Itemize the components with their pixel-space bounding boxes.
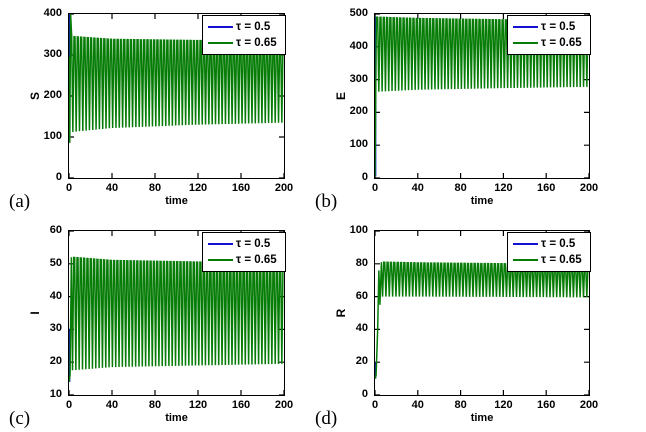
legend-a: τ = 0.5 τ = 0.65 — [202, 15, 286, 55]
x-axis-label-d: time — [470, 412, 494, 424]
x-tick-label: 40 — [411, 182, 424, 194]
y-axis-label-d: R — [334, 308, 348, 318]
x-tick-label: 0 — [371, 182, 379, 194]
legend-line-sample-green — [513, 41, 538, 45]
x-tick-label: 160 — [231, 399, 251, 411]
legend-line-sample-blue — [208, 242, 233, 246]
legend-entry-tau-0.5: τ = 0.5 — [513, 236, 590, 252]
y-axis-label-a: S — [28, 92, 42, 101]
x-tick-label: 80 — [148, 399, 162, 411]
y-tick-label: 500 — [349, 7, 368, 19]
subplot-d-recovered: τ = 0.5 τ = 0.65 R time (d) 0 40 80 120 160 2… — [315, 224, 598, 429]
x-tick-label: 160 — [231, 182, 251, 194]
x-tick-label: 200 — [579, 182, 599, 194]
legend-entry-tau-0.5: τ = 0.5 — [513, 19, 590, 35]
y-tick-label: 100 — [43, 130, 62, 142]
y-tick-label: 0 — [55, 171, 62, 183]
legend-line-sample-green — [208, 41, 233, 45]
y-tick-label: 50 — [49, 256, 62, 269]
legend-entry-tau-0.5: τ = 0.5 — [208, 19, 285, 35]
legend-entry-tau-0.65: τ = 0.65 — [208, 252, 285, 268]
panel-letter-d: (d) — [315, 408, 338, 429]
y-tick-label: 40 — [49, 289, 62, 302]
legend-label-tau-0.5: τ = 0.5 — [541, 238, 576, 250]
y-tick-label: 100 — [349, 138, 368, 151]
x-tick-label: 40 — [411, 399, 424, 411]
legend-label-tau-0.65: τ = 0.65 — [236, 254, 277, 266]
y-tick-label: 400 — [43, 7, 62, 19]
legend-line-sample-green — [513, 258, 538, 262]
legend-d: τ = 0.5 τ = 0.65 — [507, 232, 591, 272]
legend-entry-tau-0.65: τ = 0.65 — [513, 252, 590, 268]
panel-letter-a: (a) — [9, 191, 31, 212]
panel-letter-c: (c) — [9, 408, 31, 429]
y-tick-label: 60 — [355, 289, 368, 302]
x-tick-label: 0 — [65, 182, 73, 194]
legend-b: τ = 0.5 τ = 0.65 — [507, 15, 591, 55]
y-tick-label: 10 — [49, 388, 62, 400]
y-tick-label: 0 — [361, 388, 368, 400]
legend-line-sample-blue — [513, 242, 538, 246]
x-tick-label: 200 — [274, 182, 294, 194]
x-tick-label: 120 — [494, 182, 513, 194]
panel-letter-b: (b) — [315, 191, 338, 212]
x-tick-label: 120 — [188, 182, 208, 194]
y-tick-label: 80 — [355, 256, 368, 269]
legend-line-sample-blue — [208, 25, 233, 29]
x-tick-label: 200 — [579, 399, 599, 411]
legend-entry-tau-0.65: τ = 0.65 — [513, 35, 590, 51]
legend-c: τ = 0.5 τ = 0.65 — [202, 232, 286, 272]
legend-label-tau-0.65: τ = 0.65 — [541, 254, 582, 266]
y-tick-label: 400 — [349, 39, 368, 52]
y-tick-label: 20 — [49, 355, 62, 368]
legend-line-sample-green — [208, 258, 233, 262]
x-axis-label-b: time — [470, 195, 494, 207]
x-axis-label-a: time — [165, 195, 188, 207]
x-tick-label: 160 — [537, 399, 556, 411]
legend-label-tau-0.5: τ = 0.5 — [541, 21, 576, 33]
x-tick-label: 200 — [274, 399, 294, 411]
y-axis-label-c: I — [28, 311, 42, 315]
legend-label-tau-0.5: τ = 0.5 — [236, 21, 271, 33]
y-tick-label: 40 — [355, 322, 368, 335]
subplot-b-exposed: τ = 0.5 τ = 0.65 E time (b) 0 40 80 120 160 2… — [315, 7, 598, 212]
x-tick-label: 160 — [537, 182, 556, 194]
y-axis-label-b: E — [334, 92, 348, 101]
y-tick-label: 300 — [43, 48, 62, 60]
subplot-a-susceptible: τ = 0.5 τ = 0.65 S time (a) 0 40 80 120 160 2… — [9, 7, 293, 212]
legend-entry-tau-0.5: τ = 0.5 — [208, 236, 285, 252]
y-tick-label: 100 — [349, 224, 368, 236]
x-tick-label: 40 — [105, 399, 119, 411]
y-tick-label: 200 — [349, 105, 368, 118]
x-tick-label: 40 — [105, 182, 119, 194]
y-tick-label: 60 — [49, 224, 62, 236]
x-tick-label: 120 — [188, 399, 208, 411]
x-tick-label: 0 — [371, 399, 379, 411]
x-tick-label: 120 — [494, 399, 513, 411]
subplot-c-infected: τ = 0.5 τ = 0.65 I time (c) 0 40 80 120 160 2… — [9, 224, 293, 429]
y-tick-label: 200 — [43, 89, 62, 101]
legend-line-sample-blue — [513, 25, 538, 29]
legend-label-tau-0.65: τ = 0.65 — [236, 37, 277, 49]
y-tick-label: 30 — [49, 322, 62, 335]
y-tick-label: 300 — [349, 72, 368, 85]
legend-label-tau-0.65: τ = 0.65 — [541, 37, 582, 49]
x-tick-label: 80 — [454, 182, 467, 194]
x-tick-label: 0 — [65, 399, 73, 411]
y-tick-label: 0 — [361, 171, 368, 183]
legend-entry-tau-0.65: τ = 0.65 — [208, 35, 285, 51]
x-tick-label: 80 — [148, 182, 162, 194]
y-tick-label: 20 — [355, 355, 368, 368]
x-axis-label-c: time — [165, 412, 188, 424]
x-tick-label: 80 — [454, 399, 467, 411]
legend-label-tau-0.5: τ = 0.5 — [236, 238, 271, 250]
